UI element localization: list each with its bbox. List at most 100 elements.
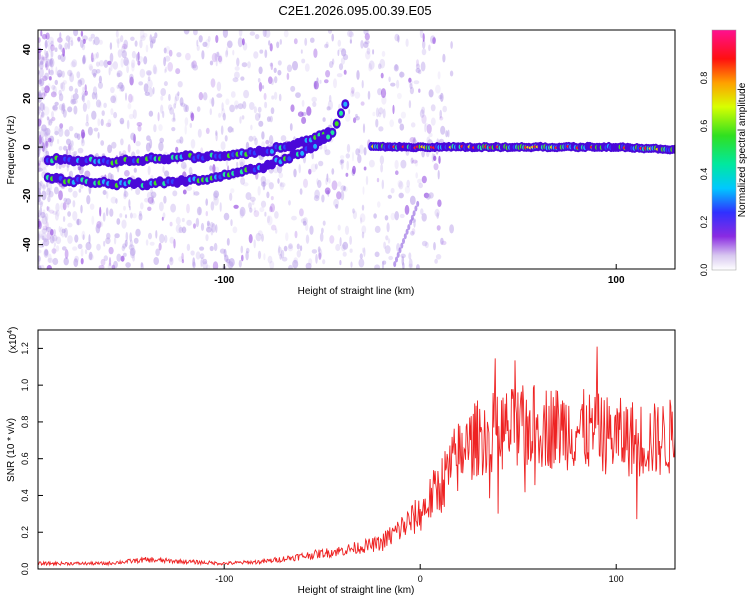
- noise-speckle: [123, 39, 129, 50]
- noise-speckle: [413, 80, 420, 85]
- noise-speckle: [249, 102, 255, 110]
- noise-speckle: [66, 165, 69, 172]
- noise-speckle: [337, 224, 341, 231]
- noise-speckle: [226, 40, 233, 48]
- noise-speckle: [82, 54, 87, 64]
- noise-speckle: [252, 135, 257, 141]
- streak-blob: [403, 233, 407, 240]
- noise-speckle: [173, 103, 177, 109]
- noise-speckle: [98, 220, 103, 226]
- noise-speckle: [146, 70, 152, 76]
- noise-speckle: [418, 182, 424, 189]
- noise-speckle: [413, 219, 416, 228]
- noise-speckle: [336, 191, 342, 200]
- noise-speckle: [103, 59, 109, 68]
- noise-speckle: [335, 243, 341, 252]
- streak-blob: [414, 205, 418, 212]
- noise-speckle: [111, 264, 116, 269]
- noise-speckle: [191, 60, 197, 69]
- noise-speckle: [44, 140, 49, 147]
- noise-speckle: [90, 33, 96, 39]
- noise-speckle: [310, 37, 315, 43]
- noise-speckle: [414, 160, 418, 167]
- noise-speckle: [396, 79, 400, 89]
- noise-speckle: [121, 245, 126, 252]
- noise-speckle: [397, 92, 402, 100]
- noise-speckle: [38, 42, 41, 48]
- noise-speckle: [409, 86, 414, 95]
- noise-speckle: [426, 123, 432, 134]
- noise-speckle: [106, 232, 111, 240]
- noise-speckle: [133, 133, 136, 144]
- noise-speckle: [363, 41, 369, 49]
- noise-speckle: [110, 86, 115, 94]
- noise-speckle: [46, 142, 52, 147]
- noise-speckle: [190, 61, 195, 69]
- noise-speckle: [102, 212, 106, 222]
- noise-speckle: [210, 78, 216, 88]
- noise-speckle: [69, 72, 74, 83]
- noise-speckle: [140, 262, 143, 268]
- noise-speckle: [288, 200, 291, 206]
- noise-speckle: [267, 255, 273, 264]
- noise-speckle: [240, 177, 246, 185]
- noise-speckle: [169, 107, 175, 115]
- noise-speckle: [225, 98, 230, 106]
- noise-speckle: [322, 117, 326, 122]
- noise-speckle: [368, 60, 375, 70]
- noise-speckle: [58, 89, 62, 96]
- noise-speckle: [143, 56, 148, 65]
- noise-speckle: [82, 38, 86, 45]
- noise-speckle: [137, 125, 142, 132]
- noise-speckle: [54, 101, 59, 106]
- noise-speckle: [277, 178, 280, 184]
- noise-speckle: [281, 256, 288, 262]
- noise-speckle: [338, 63, 344, 71]
- noise-speckle: [421, 213, 427, 222]
- noise-speckle: [381, 50, 386, 57]
- noise-speckle: [379, 58, 386, 69]
- noise-speckle: [381, 95, 387, 105]
- noise-speckle: [326, 106, 331, 111]
- track-core: [343, 101, 348, 107]
- noise-speckle: [227, 41, 233, 49]
- noise-speckle: [216, 51, 220, 58]
- noise-speckle: [124, 214, 128, 219]
- noise-speckle: [206, 264, 211, 269]
- noise-speckle: [362, 247, 365, 253]
- noise-speckle: [209, 245, 214, 252]
- noise-speckle: [218, 55, 223, 63]
- noise-speckle: [58, 190, 63, 201]
- snr-axes: -100 0 100 0.0 0.2 0.4 0.6 0.8 1.0 1.2: [20, 342, 624, 584]
- noise-speckle: [74, 255, 79, 263]
- noise-speckle: [239, 158, 246, 167]
- noise-speckle: [321, 194, 325, 203]
- noise-speckle: [268, 135, 274, 145]
- noise-speckle: [394, 159, 399, 170]
- snr-ytick-label: 0.0: [20, 563, 30, 576]
- noise-speckle: [410, 122, 416, 128]
- spectrogram-xtick-label: 100: [608, 275, 625, 286]
- noise-speckle: [400, 253, 406, 259]
- noise-speckle: [48, 36, 54, 45]
- noise-speckle: [38, 146, 41, 156]
- noise-speckle: [240, 76, 245, 81]
- noise-speckle: [261, 141, 265, 149]
- noise-speckle: [294, 230, 298, 239]
- noise-speckle: [350, 90, 355, 98]
- noise-speckle: [178, 256, 184, 262]
- noise-speckle: [397, 180, 403, 188]
- noise-speckle: [376, 177, 380, 183]
- noise-speckle: [271, 224, 277, 231]
- noise-speckle: [74, 234, 79, 243]
- noise-speckle: [147, 79, 153, 89]
- noise-speckle: [63, 145, 68, 151]
- noise-speckle: [41, 86, 45, 92]
- noise-speckle: [338, 47, 345, 52]
- noise-speckle: [74, 88, 79, 94]
- noise-speckle: [39, 93, 42, 99]
- colorbar-tick-label: 0.4: [699, 168, 709, 181]
- noise-speckle: [41, 124, 47, 132]
- noise-speckle: [91, 57, 95, 63]
- noise-speckle: [120, 58, 124, 68]
